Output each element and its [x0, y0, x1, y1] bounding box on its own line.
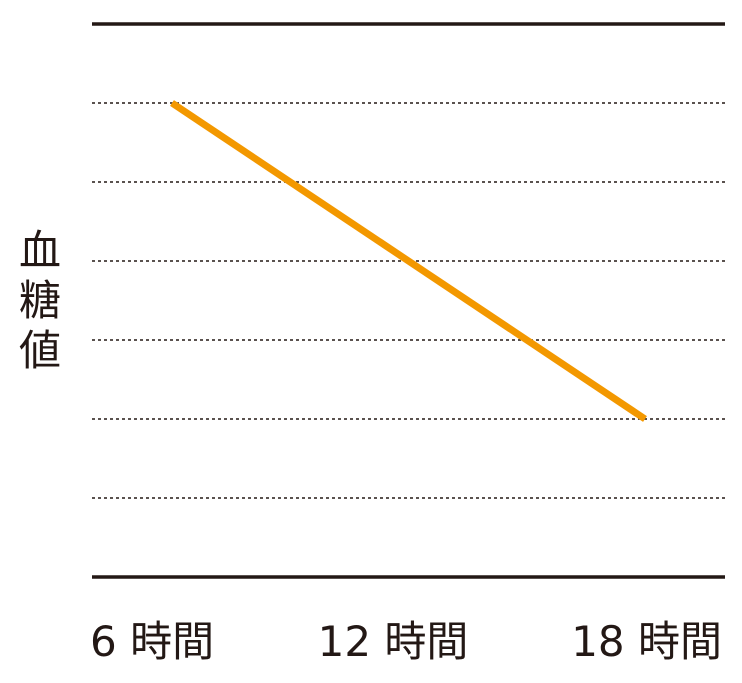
y-axis-label-char: 値	[19, 326, 61, 375]
y-axis-label: 血糖値	[19, 226, 61, 375]
x-tick-label: 18 時間	[571, 617, 722, 666]
series-lines	[170, 100, 647, 422]
x-tick-labels: 6 時間 12 時間 18 時間	[90, 617, 722, 666]
y-axis-label-char: 糖	[19, 276, 61, 325]
axis-lines	[92, 22, 725, 579]
x-tick-label: 12 時間	[318, 617, 469, 666]
y-axis-label-char: 血	[19, 226, 61, 275]
series-line	[170, 100, 647, 422]
grid-lines	[92, 102, 725, 499]
x-tick-label: 6 時間	[90, 617, 214, 666]
